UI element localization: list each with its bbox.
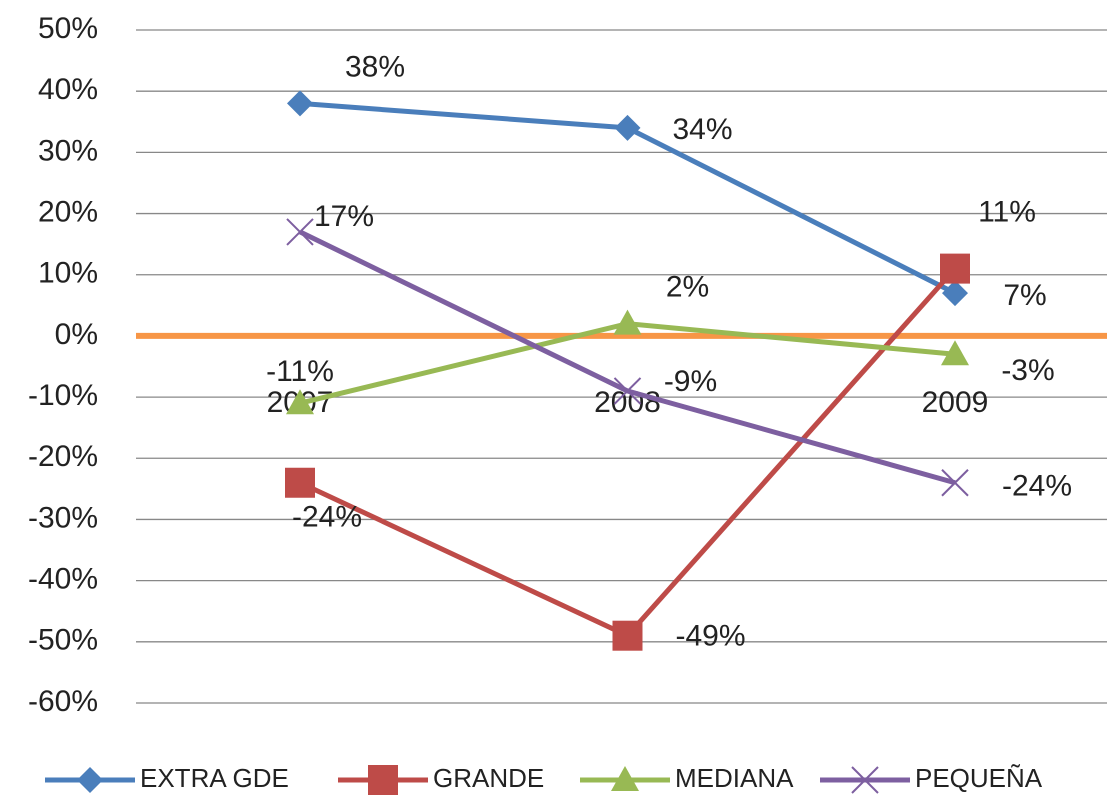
legend-label: EXTRA GDE — [140, 763, 289, 793]
legend-label: PEQUEÑA — [915, 763, 1043, 793]
marker — [286, 389, 314, 415]
data-label: 7% — [1003, 279, 1046, 312]
data-label: 2% — [666, 271, 709, 304]
data-label: 17% — [314, 200, 374, 233]
legend-label: GRANDE — [433, 763, 544, 793]
y-tick-label: 50% — [38, 12, 98, 45]
data-label: -49% — [675, 620, 745, 653]
marker — [614, 114, 641, 141]
marker — [286, 218, 314, 246]
y-tick-label: -10% — [28, 379, 98, 412]
data-label: 11% — [978, 196, 1036, 229]
marker — [942, 280, 968, 307]
y-tick-label: 20% — [38, 195, 98, 228]
data-label: -24% — [292, 501, 362, 534]
marker — [613, 377, 642, 405]
marker — [77, 767, 103, 793]
y-tick-label: 10% — [38, 257, 98, 290]
data-label: 34% — [672, 113, 732, 146]
data-label: -24% — [1002, 470, 1072, 503]
data-label: -11% — [266, 355, 334, 388]
marker — [287, 90, 313, 117]
data-label: -3% — [1001, 354, 1054, 387]
marker — [613, 309, 642, 335]
marker — [941, 340, 969, 366]
x-tick-label: 2009 — [922, 386, 989, 419]
y-tick-label: -40% — [28, 563, 98, 596]
y-tick-label: -20% — [28, 440, 98, 473]
marker — [368, 765, 398, 795]
y-tick-label: 0% — [55, 318, 98, 351]
data-label: 38% — [345, 50, 405, 83]
y-tick-label: -60% — [28, 685, 98, 718]
marker — [611, 766, 639, 791]
series-line — [298, 229, 956, 486]
y-tick-label: -50% — [28, 624, 98, 657]
legend-label: MEDIANA — [675, 763, 794, 793]
marker — [941, 469, 969, 497]
y-tick-label: -30% — [28, 501, 98, 534]
y-tick-label: 30% — [38, 134, 98, 167]
marker — [851, 766, 879, 794]
marker — [285, 467, 315, 498]
marker — [612, 620, 643, 651]
data-label: -9% — [664, 365, 717, 398]
y-tick-label: 40% — [38, 73, 98, 106]
marker — [940, 253, 970, 284]
